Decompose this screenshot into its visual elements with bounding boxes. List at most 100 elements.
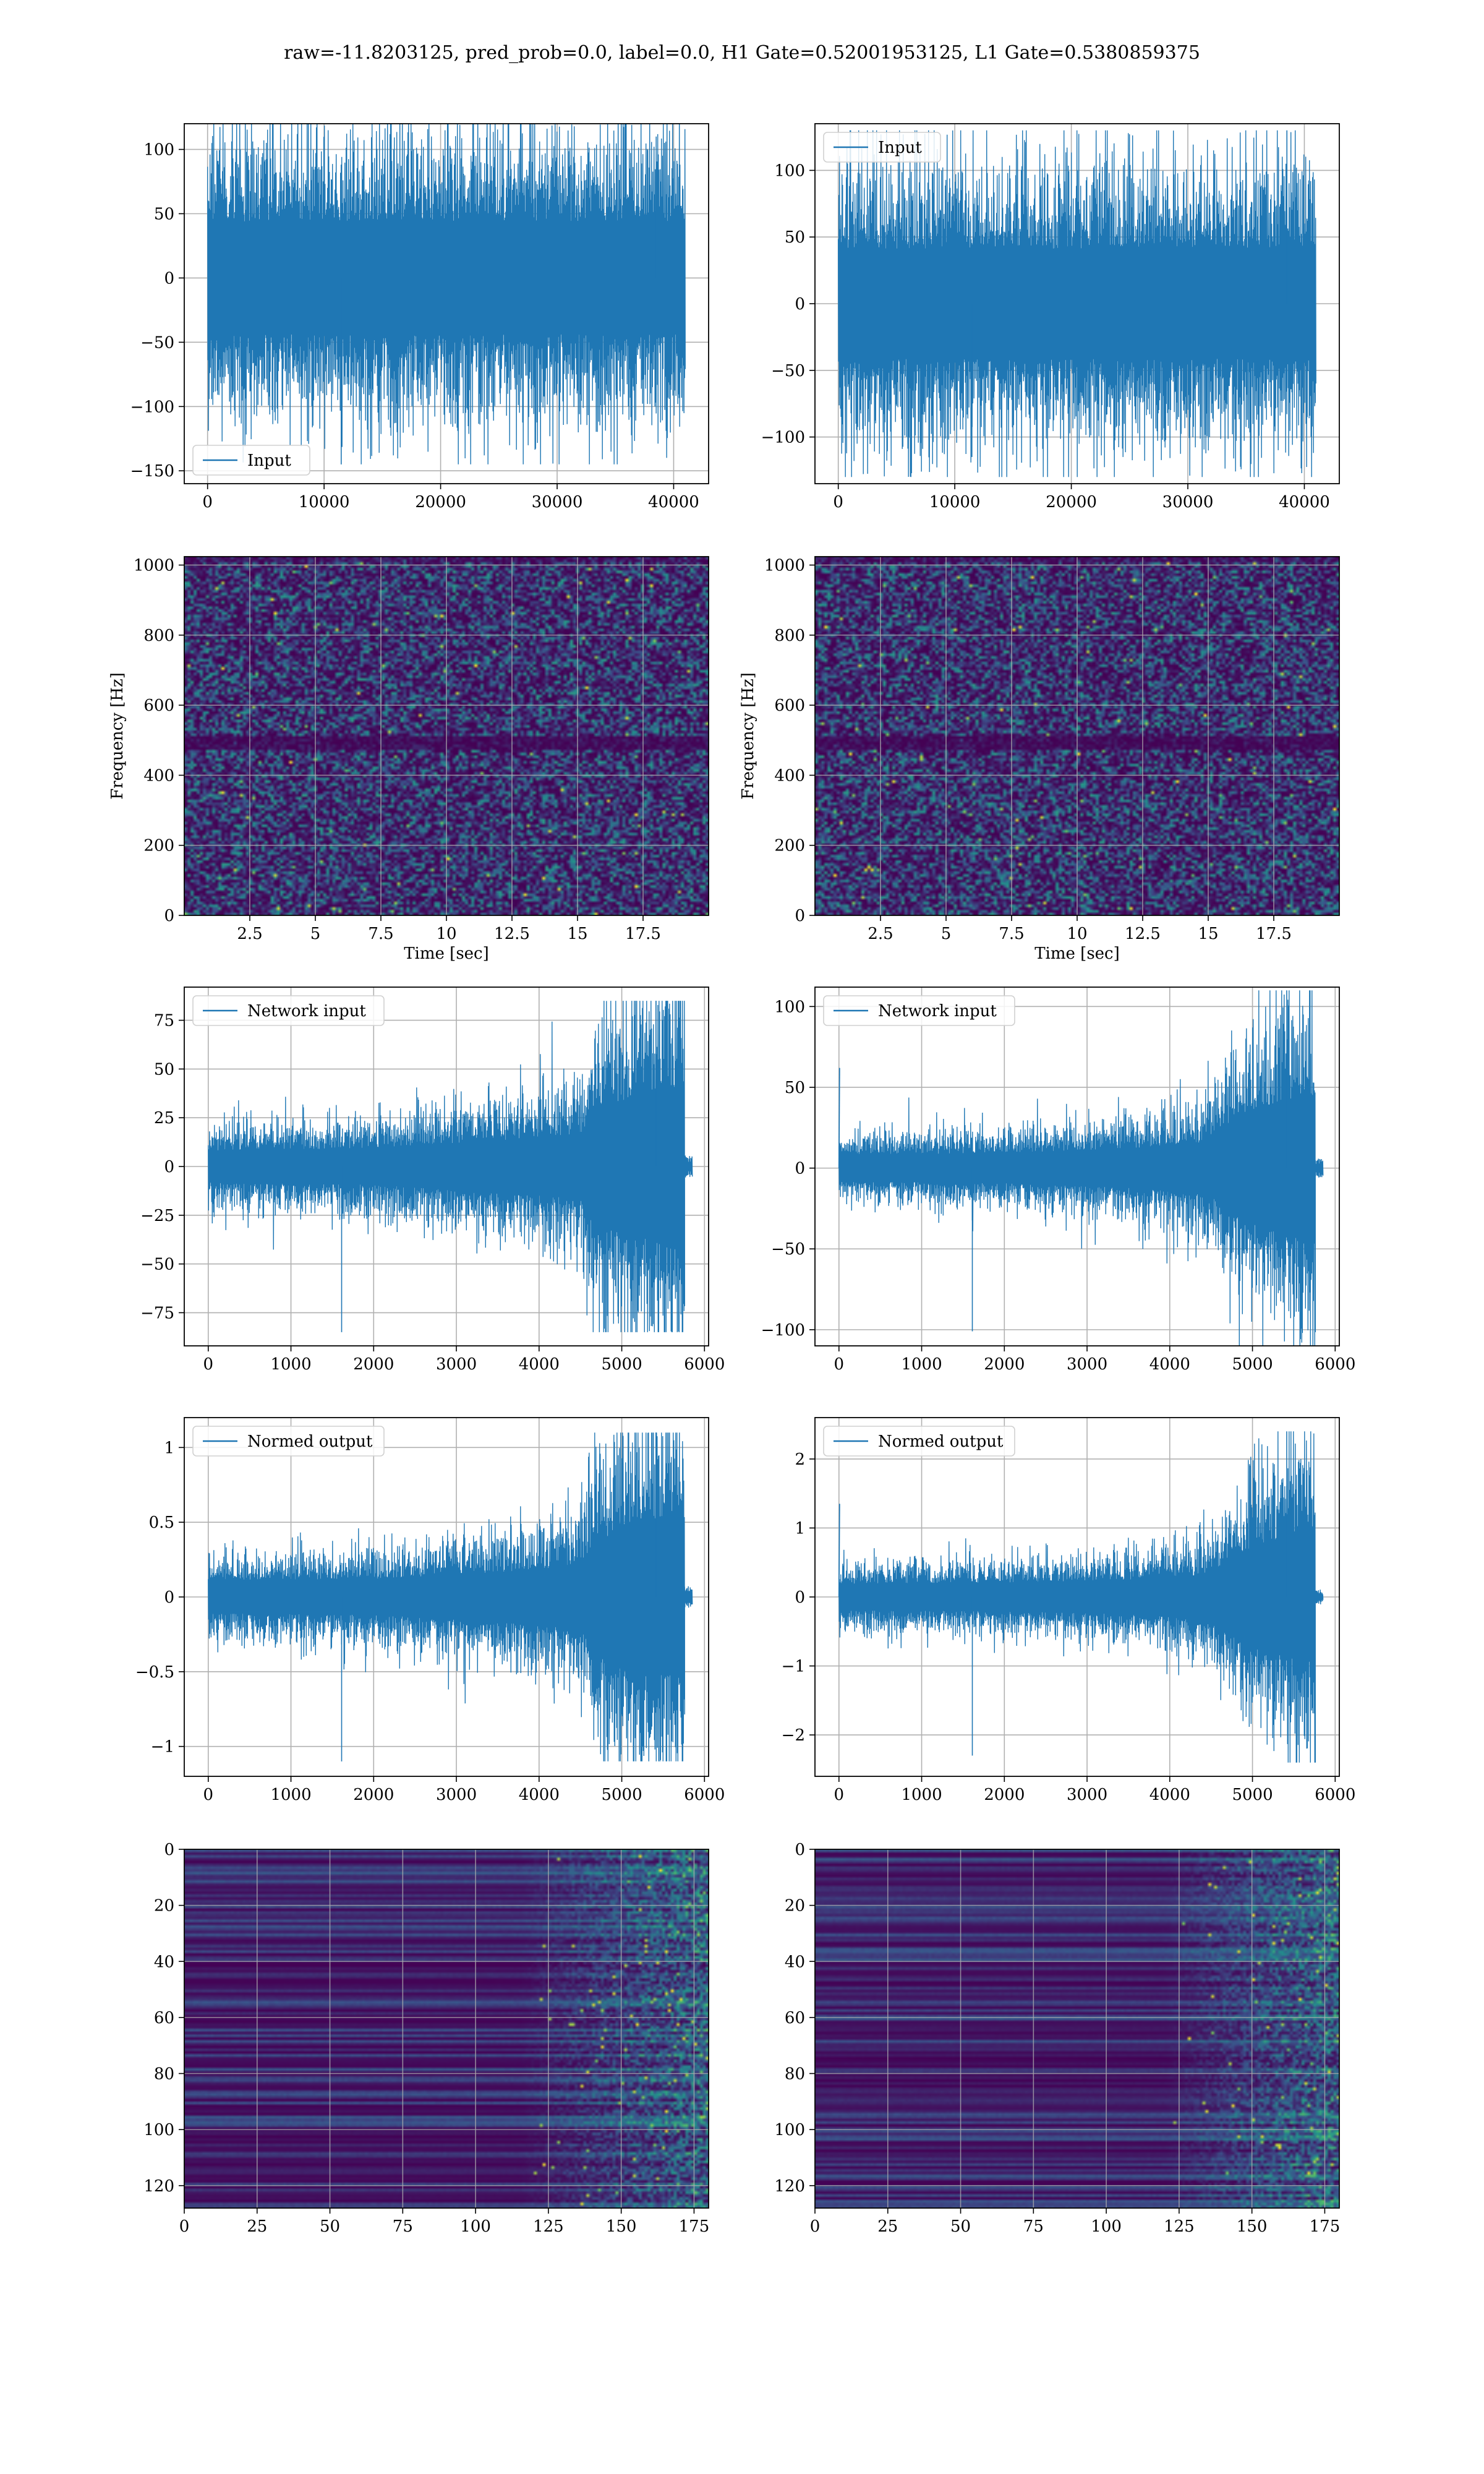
axes-frame bbox=[814, 987, 1340, 1346]
panel-l1-spectrogram: 2.5 5 7.5 10 12.5 15 17.5 0 200 400 600 800 1000 Time… bbox=[739, 556, 1340, 963]
y-tick-label: 80 bbox=[154, 2065, 174, 2084]
x-tick-label: 3000 bbox=[1067, 1355, 1107, 1374]
legend: Input bbox=[192, 445, 310, 476]
y-tick-label: 25 bbox=[154, 1109, 174, 1128]
legend-box bbox=[192, 995, 385, 1026]
panel-l1-feature-map: 0 25 50 75 100 125 150 175 0 20 40 60 80 100 120 bbox=[774, 1841, 1340, 2236]
x-tick-label: 25 bbox=[247, 2217, 267, 2236]
x-tick-label: 3000 bbox=[436, 1786, 477, 1804]
x-tick-label: 5000 bbox=[1232, 1786, 1273, 1804]
panel-h1-normed-output: 0 1000 2000 3000 4000 5000 6000 −1 −0.5 0 0.5 1 Norm… bbox=[135, 1417, 725, 1804]
y-tick-label: 0 bbox=[795, 1841, 805, 1859]
legend-label: Network input bbox=[247, 1002, 366, 1021]
y-tick-label: 0 bbox=[164, 1158, 174, 1176]
y-tick-label: 0.5 bbox=[149, 1513, 174, 1532]
y-tick-label: 600 bbox=[774, 696, 805, 715]
x-tick-label: 6000 bbox=[1315, 1786, 1355, 1804]
series-spike bbox=[838, 1504, 840, 1598]
y-tick-label: −100 bbox=[761, 1321, 805, 1340]
feature-map-image bbox=[815, 1849, 1339, 2208]
y-tick-label: 80 bbox=[785, 2065, 805, 2084]
series-trace bbox=[838, 1431, 1324, 1763]
axes-frame bbox=[814, 1849, 1340, 2209]
x-tick-label: 2.5 bbox=[237, 925, 262, 943]
legend: Network input bbox=[192, 995, 385, 1026]
x-tick-label: 4000 bbox=[1149, 1786, 1190, 1804]
y-tick-label: 40 bbox=[154, 1953, 174, 1971]
y-tick-label: 800 bbox=[774, 627, 805, 645]
y-tick-label: 20 bbox=[785, 1897, 805, 1915]
legend-box bbox=[823, 132, 941, 163]
y-tick-label: 1 bbox=[164, 1439, 174, 1457]
y-tick-label: 1000 bbox=[134, 557, 174, 575]
series-trace bbox=[208, 1432, 693, 1761]
y-tick-label: −75 bbox=[140, 1304, 174, 1322]
y-tick-label: 0 bbox=[795, 1588, 805, 1607]
legend-label: Normed output bbox=[247, 1432, 373, 1451]
x-tick-label: 3000 bbox=[436, 1355, 477, 1374]
x-tick-label: 17.5 bbox=[625, 925, 661, 943]
y-tick-label: 100 bbox=[774, 161, 805, 180]
panel-h1-network-input: 0 1000 2000 3000 4000 5000 6000 −75 −50 −25 0 25 50 7… bbox=[140, 987, 725, 1374]
x-tick-label: 40000 bbox=[648, 493, 699, 511]
x-tick-label: 0 bbox=[179, 2217, 190, 2236]
series-trace bbox=[207, 124, 686, 464]
x-tick-label: 20000 bbox=[1046, 493, 1097, 511]
x-tick-label: 1000 bbox=[270, 1786, 311, 1804]
legend-label: Input bbox=[247, 452, 291, 470]
x-tick-label: 15 bbox=[1198, 925, 1218, 943]
series-extrema bbox=[971, 1431, 1287, 1756]
y-axis-label: Frequency [Hz] bbox=[108, 672, 127, 800]
legend: Network input bbox=[823, 995, 1015, 1026]
x-tick-label: 3000 bbox=[1067, 1786, 1107, 1804]
y-tick-label: 40 bbox=[785, 1953, 805, 1971]
y-tick-label: −0.5 bbox=[135, 1663, 174, 1682]
y-tick-label: −1 bbox=[782, 1658, 805, 1676]
series-trace bbox=[208, 1001, 693, 1332]
x-tick-label: 0 bbox=[834, 1355, 845, 1374]
y-tick-label: 20 bbox=[154, 1897, 174, 1915]
x-tick-label: 40000 bbox=[1279, 493, 1330, 511]
y-tick-label: −100 bbox=[761, 429, 805, 447]
panel-h1-input: 0 10000 20000 30000 40000 −150 −100 −50 0 50 100 In… bbox=[130, 123, 709, 511]
x-tick-label: 0 bbox=[833, 493, 843, 511]
axes-frame bbox=[814, 556, 1340, 916]
axes-frame bbox=[184, 987, 709, 1346]
x-tick-label: 10 bbox=[436, 925, 456, 943]
y-tick-label: 0 bbox=[164, 269, 174, 288]
x-tick-label: 20000 bbox=[415, 493, 466, 511]
y-axis-label: Frequency [Hz] bbox=[739, 672, 757, 800]
series-extrema bbox=[341, 1001, 657, 1332]
x-tick-label: 4000 bbox=[519, 1355, 560, 1374]
feature-map-image bbox=[184, 1849, 709, 2208]
x-tick-label: 10000 bbox=[929, 493, 981, 511]
panel-h1-feature-map: 0 25 50 75 100 125 150 175 0 20 40 60 80 100 120 bbox=[143, 1841, 709, 2236]
x-tick-label: 10000 bbox=[299, 493, 350, 511]
x-tick-label: 30000 bbox=[532, 493, 583, 511]
series-trace bbox=[838, 990, 1324, 1346]
series-trace bbox=[838, 130, 1316, 477]
y-tick-label: 50 bbox=[154, 205, 174, 224]
x-tick-label: 2000 bbox=[353, 1355, 394, 1374]
series-input bbox=[838, 130, 1316, 477]
axes-frame bbox=[814, 1417, 1340, 1777]
y-tick-label: 800 bbox=[143, 627, 174, 645]
y-tick-label: 200 bbox=[143, 837, 174, 855]
y-tick-label: −25 bbox=[140, 1207, 174, 1225]
x-tick-label: 0 bbox=[810, 2217, 821, 2236]
axes-frame bbox=[184, 1417, 709, 1777]
y-tick-label: 50 bbox=[785, 228, 805, 247]
x-tick-label: 1000 bbox=[901, 1786, 942, 1804]
y-tick-label: 60 bbox=[785, 2009, 805, 2027]
series-extrema bbox=[341, 136, 657, 464]
x-tick-label: 6000 bbox=[684, 1786, 725, 1804]
series-spike bbox=[838, 1068, 840, 1168]
x-tick-label: 100 bbox=[1091, 2217, 1122, 2236]
legend-label: Input bbox=[878, 139, 922, 157]
x-tick-label: 4000 bbox=[519, 1786, 560, 1804]
x-tick-label: 1000 bbox=[901, 1355, 942, 1374]
y-tick-label: 1 bbox=[795, 1519, 805, 1538]
series-network-input bbox=[208, 1001, 693, 1332]
legend: Input bbox=[823, 132, 941, 163]
x-tick-label: 2000 bbox=[353, 1786, 394, 1804]
